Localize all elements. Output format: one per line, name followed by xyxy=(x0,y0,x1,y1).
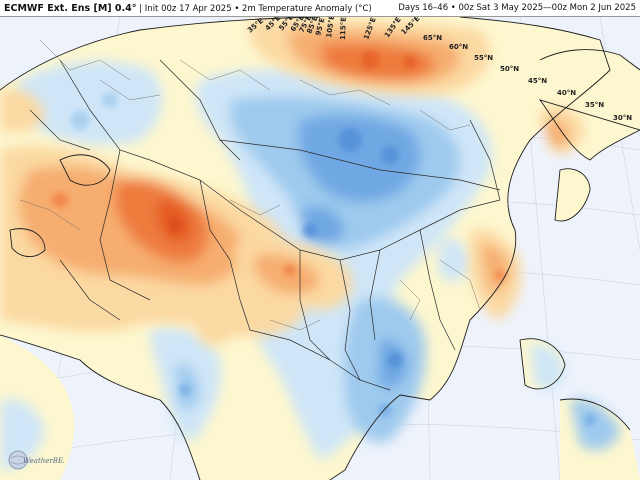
admin-borders xyxy=(19,39,481,331)
logo-text: WeatherBELL xyxy=(23,457,64,465)
init-time: Init 00z 17 Apr 2025 xyxy=(144,3,232,14)
lat-label-55n: 55°N xyxy=(474,54,493,62)
lon-label-115e: 115°E xyxy=(339,17,348,40)
field-name: 2m Temperature Anomaly (°C) xyxy=(242,3,372,14)
longitude-labels: 35°E 45°E 55°E 65°E 75°E 85°E 95°E 105°E… xyxy=(246,17,422,41)
anomaly-map: 65°N 60°N 55°N 50°N 45°N 40°N 35°N 30°N … xyxy=(0,17,640,480)
lat-label-50n: 50°N xyxy=(500,65,519,73)
lat-label-40n: 40°N xyxy=(557,89,576,97)
country-borders xyxy=(29,59,501,391)
model-name: ECMWF Ext. Ens [M] 0.4° xyxy=(4,2,137,14)
lat-label-30n: 30°N xyxy=(613,114,632,122)
lat-label-45n: 45°N xyxy=(528,77,547,85)
title-left: ECMWF Ext. Ens [M] 0.4° | Init 00z 17 Ap… xyxy=(4,2,372,14)
coastlines xyxy=(0,17,640,480)
lon-label-105e: 105°E xyxy=(325,17,336,38)
anomaly-texture xyxy=(52,51,596,426)
lat-label-35n: 35°N xyxy=(585,101,604,109)
logo-globe-icon xyxy=(8,450,28,470)
valid-period: Days 16–46 • 00z Sat 3 May 2025—00z Mon … xyxy=(398,3,636,13)
latitude-labels: 65°N 60°N 55°N 50°N 45°N 40°N 35°N 30°N xyxy=(423,34,632,122)
title-bar: ECMWF Ext. Ens [M] 0.4° | Init 00z 17 Ap… xyxy=(0,0,640,17)
lat-label-60n: 60°N xyxy=(449,43,468,51)
weatherbell-logo: WeatherBELL xyxy=(8,450,64,470)
lat-label-65n: 65°N xyxy=(423,34,442,42)
